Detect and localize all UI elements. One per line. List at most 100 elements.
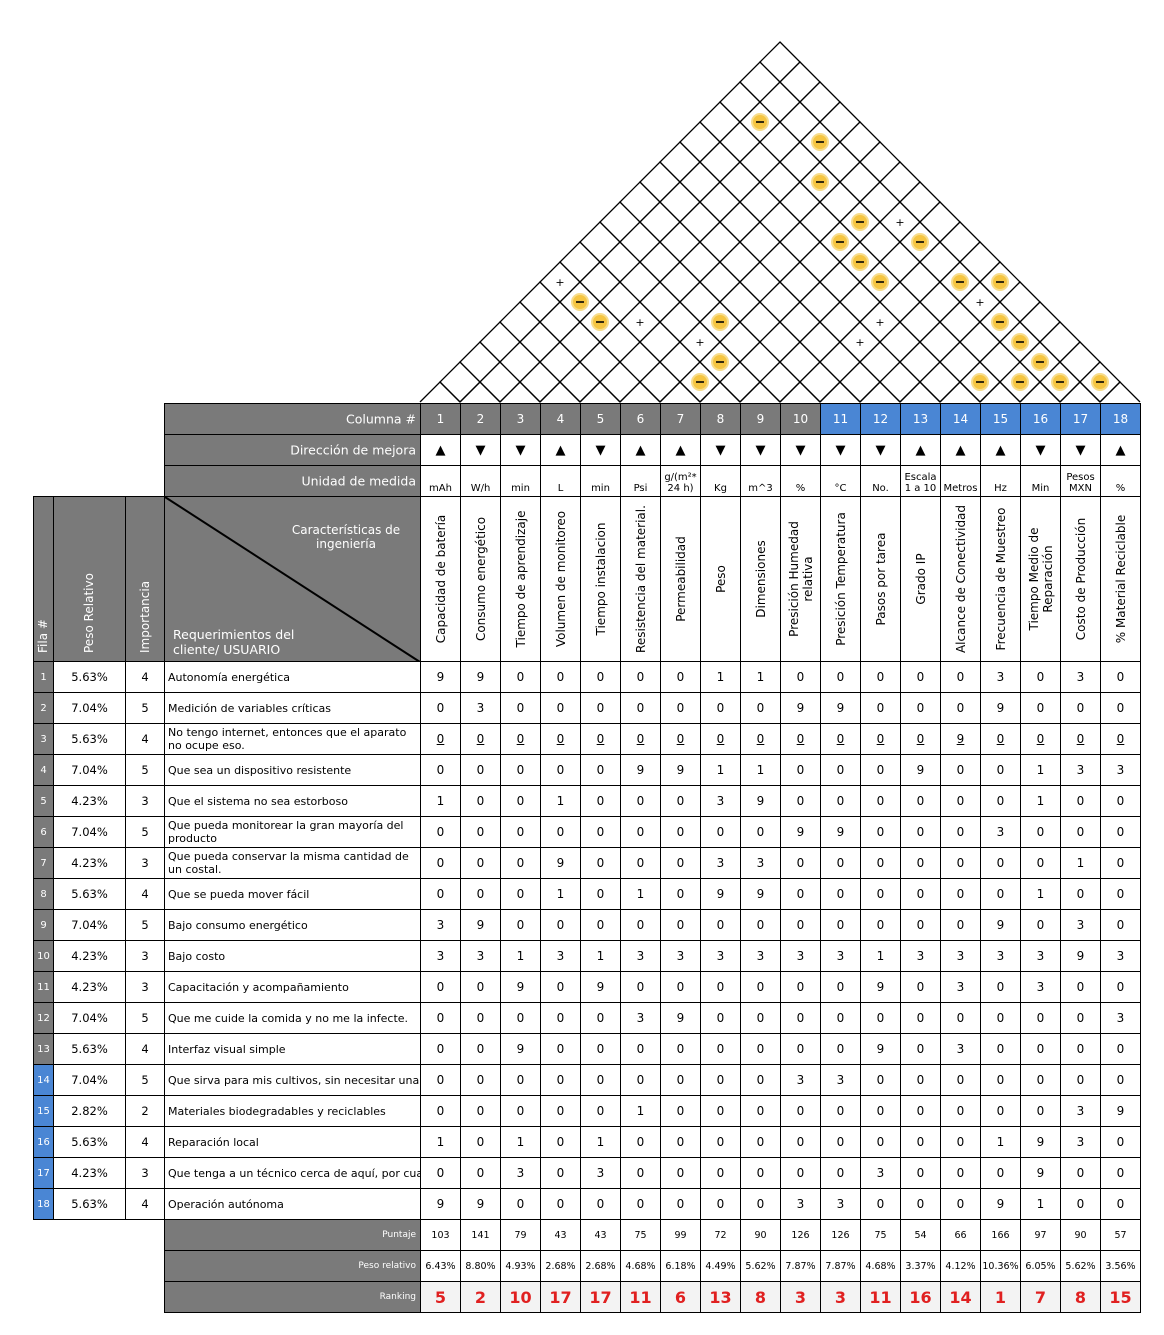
unit-cell: % — [780, 465, 821, 497]
relationship-cell: 0 — [540, 1188, 581, 1220]
relationship-cell: 0 — [860, 785, 901, 817]
characteristic-name: Capacidad de batería — [433, 514, 448, 644]
characteristic-name: Presición Humedad relativa — [786, 521, 815, 637]
row-importancia: 4 — [125, 661, 165, 693]
relationship-cell: 0 — [460, 847, 501, 879]
relationship-cell: 0 — [500, 1188, 541, 1220]
row-number: 3 — [33, 723, 54, 755]
relationship-cell: 0 — [580, 754, 621, 786]
relationship-cell: 0 — [1020, 1064, 1061, 1096]
relationship-cell: 9 — [740, 878, 781, 910]
relationship-cell: 0 — [460, 971, 501, 1003]
relationship-cell: 3 — [1020, 940, 1061, 972]
correlation-roof: ++++++++ — [419, 41, 1141, 403]
engineering-characteristic: % Material Reciclable — [1100, 496, 1141, 662]
row-number: 5 — [33, 785, 54, 817]
footer-ranking-cell: 7 — [1020, 1281, 1061, 1313]
relationship-cell: 0 — [940, 847, 981, 879]
relationship-cell: 0 — [500, 847, 541, 879]
relationship-cell: 1 — [700, 754, 741, 786]
negative-correlation-icon — [811, 133, 829, 151]
footer-peso-cell: 7.87% — [780, 1250, 821, 1282]
relationship-cell: 3 — [1020, 971, 1061, 1003]
relationship-cell: 0 — [540, 816, 581, 848]
relationship-cell: 1 — [1060, 847, 1101, 879]
relationship-cell: 0 — [580, 909, 621, 941]
direction-arrow-icon: ▲ — [420, 434, 461, 466]
negative-correlation-icon — [751, 113, 769, 131]
relationship-cell: 0 — [740, 1064, 781, 1096]
relationship-cell: 0 — [700, 971, 741, 1003]
negative-correlation-icon — [871, 273, 889, 291]
row-peso-relativo: 5.63% — [53, 1126, 126, 1158]
footer-peso-cell: 4.68% — [860, 1250, 901, 1282]
relationship-cell: 3 — [820, 1064, 861, 1096]
negative-correlation-icon — [911, 233, 929, 251]
relationship-cell: 0 — [660, 661, 701, 693]
row-importancia: 5 — [125, 692, 165, 724]
engineering-characteristic: Costo de Producción — [1060, 496, 1101, 662]
roof-edge — [419, 381, 461, 403]
footer-peso-cell: 6.18% — [660, 1250, 701, 1282]
relationship-cell: 0 — [900, 692, 941, 724]
column-number: 1 — [420, 403, 461, 435]
relationship-cell: 0 — [980, 878, 1021, 910]
relationship-cell: 1 — [740, 754, 781, 786]
roof-edge — [499, 381, 541, 403]
relationship-cell: 0 — [700, 692, 741, 724]
relationship-cell: 0 — [940, 909, 981, 941]
relationship-cell: 0 — [540, 1157, 581, 1189]
relationship-cell: 9 — [1100, 1095, 1141, 1127]
relationship-cell: 0 — [820, 754, 861, 786]
relationship-cell: 0 — [1060, 971, 1101, 1003]
column-number: 13 — [900, 403, 941, 435]
relationship-cell: 0 — [580, 1033, 621, 1065]
relationship-cell: 0 — [460, 785, 501, 817]
negative-correlation-icon — [831, 233, 849, 251]
row-number: 9 — [33, 909, 54, 941]
relationship-cell: 0 — [580, 661, 621, 693]
footer-peso-label: Peso relativo — [164, 1250, 421, 1282]
customer-requirement: Que tenga a un técnico cerca de aquí, po… — [164, 1157, 421, 1189]
characteristic-name: Dimensiones — [753, 540, 768, 618]
footer-ranking-cell: 11 — [860, 1281, 901, 1313]
relationship-cell: 9 — [860, 971, 901, 1003]
relationship-cell: 0 — [460, 1033, 501, 1065]
footer-puntaje-label: Puntaje — [164, 1219, 421, 1251]
unit-cell: Hz — [980, 465, 1021, 497]
characteristic-name: Tiempo de aprendizaje — [513, 510, 528, 648]
footer-puntaje-cell: 43 — [580, 1219, 621, 1251]
direction-arrow-icon: ▼ — [1020, 434, 1061, 466]
column-number: 3 — [500, 403, 541, 435]
positive-correlation-icon: + — [875, 316, 884, 329]
customer-requirement: Capacitación y acompañamiento — [164, 971, 421, 1003]
negative-correlation-icon — [811, 173, 829, 191]
footer-puntaje-cell: 66 — [940, 1219, 981, 1251]
relationship-cell: 0 — [820, 1002, 861, 1034]
relationship-cell: 0 — [1100, 723, 1141, 755]
row-number: 14 — [33, 1064, 54, 1096]
relationship-cell: 0 — [460, 1157, 501, 1189]
relationship-cell: 0 — [500, 692, 541, 724]
footer-puntaje-cell: 90 — [740, 1219, 781, 1251]
relationship-cell: 3 — [940, 940, 981, 972]
footer-ranking-cell: 6 — [660, 1281, 701, 1313]
negative-correlation-icon — [1051, 373, 1069, 391]
footer-peso-cell: 2.68% — [580, 1250, 621, 1282]
relationship-cell: 0 — [1020, 816, 1061, 848]
row-importancia: 3 — [125, 847, 165, 879]
relationship-cell: 9 — [660, 1002, 701, 1034]
unit-cell: Metros — [940, 465, 981, 497]
direction-arrow-icon: ▲ — [540, 434, 581, 466]
relationship-cell: 0 — [1060, 816, 1101, 848]
footer-ranking-cell: 8 — [1060, 1281, 1101, 1313]
relationship-cell: 3 — [1060, 754, 1101, 786]
footer-ranking-label: Ranking — [164, 1281, 421, 1313]
unit-cell: Escala 1 a 10 — [900, 465, 941, 497]
relationship-cell: 0 — [740, 1095, 781, 1127]
row-importancia: 4 — [125, 1126, 165, 1158]
relationship-cell: 0 — [420, 1064, 461, 1096]
relationship-cell: 0 — [780, 909, 821, 941]
relationship-cell: 0 — [980, 1064, 1021, 1096]
characteristic-name: Pasos por tarea — [873, 532, 888, 626]
